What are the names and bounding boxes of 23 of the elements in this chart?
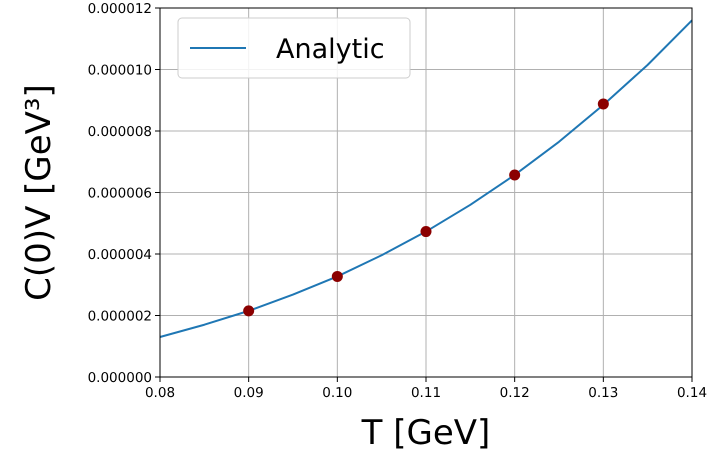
x-tick-label: 0.09 (234, 385, 264, 401)
y-tick-label: 0.000000 (88, 370, 152, 386)
y-tick-label: 0.000008 (88, 124, 152, 140)
line-series (159, 19, 693, 338)
x-axis-title: T [GeV] (360, 413, 490, 453)
y-tick-label: 0.000004 (88, 247, 152, 263)
point (243, 305, 254, 316)
y-tick-label: 0.000010 (88, 62, 152, 78)
x-tick-label: 0.14 (676, 385, 708, 401)
point (420, 226, 432, 238)
point (509, 169, 520, 180)
y-tick-label: 0.000002 (88, 308, 152, 324)
point (332, 270, 343, 282)
y-axis-title: C(0)V [GeV³] (19, 84, 59, 301)
x-tick-label: 0.10 (322, 385, 352, 401)
y-tick-label: 0.000006 (88, 186, 152, 202)
x-tick-label: 0.08 (144, 385, 176, 401)
y-tick-label: 0.000012 (88, 1, 152, 17)
point (598, 98, 609, 110)
x-tick-label: 0.11 (410, 385, 442, 401)
x-tick-label: 0.12 (500, 385, 530, 401)
legend-label: Analytic (276, 34, 385, 65)
x-tick-label: 0.13 (588, 385, 618, 401)
